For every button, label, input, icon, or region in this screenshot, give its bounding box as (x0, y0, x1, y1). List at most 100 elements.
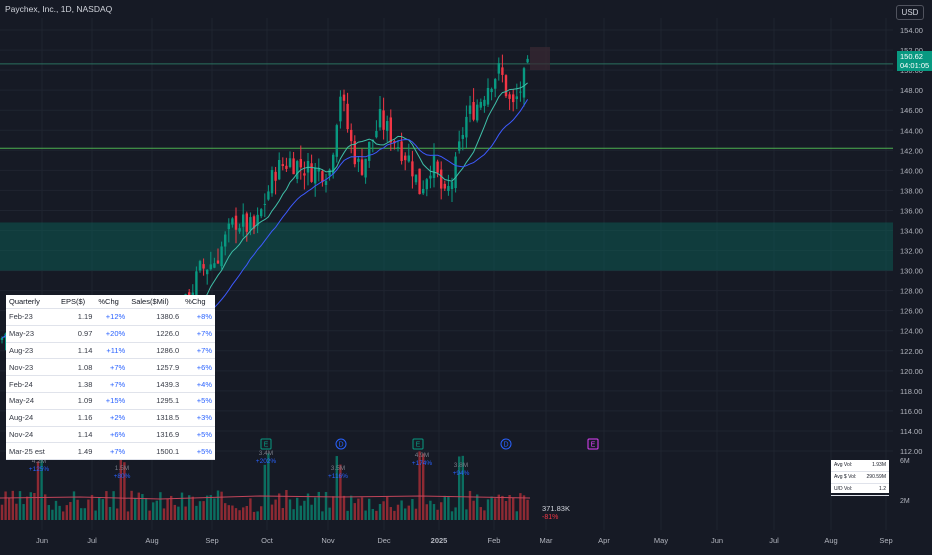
earnings-marker (412, 438, 424, 450)
volume-bar (40, 452, 43, 520)
volume-tick-label: 2M (900, 498, 910, 505)
volume-bar (76, 499, 79, 520)
volume-bar (411, 499, 414, 520)
candle-body (404, 155, 407, 161)
avg-vol-row: Avg Vol: 1.93M (831, 460, 889, 472)
volume-bar (515, 511, 518, 520)
volume-bar (123, 462, 126, 520)
sales-chg-cell: +5% (182, 392, 215, 410)
eps-cell: 1.19 (57, 308, 96, 326)
volume-bar (332, 496, 335, 520)
volume-bar (422, 453, 425, 520)
eps-chg-cell: +12% (95, 308, 129, 326)
volume-bar (486, 499, 490, 520)
eps-chg-cell: +7% (95, 442, 129, 461)
candle-body (468, 105, 472, 114)
candle-body (504, 75, 508, 97)
price-tick-label: 148.00 (900, 86, 923, 95)
time-tick-label: Jul (87, 536, 97, 545)
volume-bar (191, 496, 194, 520)
eps-cell: 1.16 (57, 409, 96, 427)
volume-bar (339, 464, 342, 520)
volume-bar (26, 496, 29, 520)
volume-bar (36, 461, 40, 520)
event-label: E (591, 442, 596, 449)
volume-bar (267, 453, 270, 520)
price-tick-label: 134.00 (900, 226, 923, 235)
candle-body (306, 160, 310, 173)
col-eps: EPS($) (57, 295, 96, 309)
volume-bar (317, 491, 320, 520)
candle-body (332, 154, 335, 174)
volume-bar (216, 490, 220, 520)
currency-button[interactable]: USD (896, 5, 924, 20)
sales-chg-cell: +4% (182, 375, 215, 393)
volume-bar (245, 505, 248, 520)
volume-bar (393, 510, 396, 520)
volume-annotation-value: 4.9M (415, 452, 429, 459)
volume-bar (418, 451, 421, 520)
candle-body (432, 155, 436, 179)
volume-bar (335, 456, 338, 520)
candle-body (501, 67, 504, 75)
volume-bar (249, 498, 252, 520)
volume-bar (288, 499, 292, 520)
volume-bar (94, 510, 97, 520)
candle-body (368, 141, 371, 161)
earnings-row: Feb-23 1.19 +12% 1380.6 +8% (6, 308, 215, 326)
sales-chg-cell: +7% (182, 342, 215, 360)
volume-bar (299, 505, 302, 520)
candle-body (328, 169, 331, 176)
candle-body (202, 264, 205, 269)
volume-bar (69, 502, 72, 520)
volume-bar (429, 500, 432, 520)
quarter-cell: Feb-24 (6, 375, 58, 393)
eps-cell: 1.14 (57, 342, 96, 360)
volume-bar (180, 492, 184, 520)
volume-bar (436, 509, 439, 520)
volume-bar (364, 510, 367, 520)
quarter-cell: Nov-24 (6, 426, 58, 444)
volume-bar (98, 497, 101, 520)
volume-bar (238, 510, 241, 520)
volume-bar (234, 508, 238, 520)
candle-body (508, 94, 511, 99)
volume-annotation-value: 1.5M (115, 465, 129, 472)
last-price: 150.62 (900, 52, 923, 61)
price-tick-label: 136.00 (900, 206, 923, 215)
volume-bar (296, 497, 299, 520)
candle-body (270, 170, 274, 194)
volume-bar (382, 501, 385, 520)
volume-bar (44, 494, 47, 520)
candle-body (350, 129, 353, 142)
eps-cell: 1.09 (57, 392, 96, 410)
sales-cell: 1257.9 (128, 358, 183, 377)
volume-bar (166, 498, 169, 520)
candle-body (0, 337, 4, 341)
candle-body (274, 171, 277, 181)
volume-bar (90, 494, 94, 520)
volume-bar (242, 507, 245, 520)
chart-title: Paychex, Inc., 1D, NASDAQ (5, 4, 113, 14)
time-tick-label: 2025 (431, 536, 448, 545)
volume-bar (285, 490, 288, 520)
candle-body (252, 216, 256, 229)
candle-body (447, 186, 450, 191)
earnings-header-row: Quarterly EPS($) %Chg Sales($Mil) %Chg (6, 295, 215, 309)
volume-bar (15, 503, 18, 520)
volume-bar (112, 491, 115, 520)
volume-bar (155, 500, 158, 520)
candle-body (418, 168, 421, 195)
volume-bar (458, 456, 461, 520)
price-tick-label: 140.00 (900, 166, 923, 175)
candle-body (314, 167, 317, 184)
volume-stats-box: Avg Vol: 1.93M Avg $ Vol: 290.59M U/D Vol:… (831, 460, 889, 496)
candle-body (357, 158, 360, 162)
candle-body (382, 110, 385, 130)
volume-bar (0, 504, 4, 520)
candle-body (400, 141, 403, 162)
volume-bar (51, 509, 54, 520)
volume-tick-label: 6M (900, 458, 910, 465)
earnings-row: Aug-24 1.16 +2% 1318.5 +3% (6, 409, 215, 427)
